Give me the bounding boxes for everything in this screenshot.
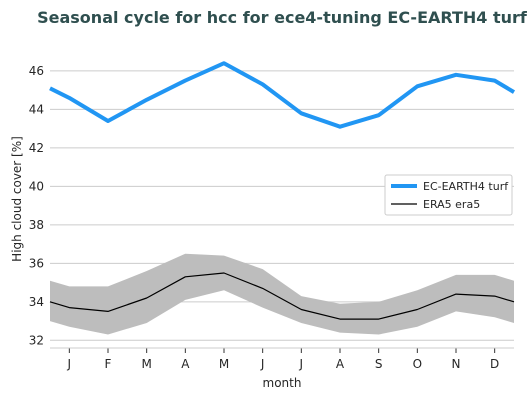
x-tick-label: J: [67, 357, 72, 371]
era5-range-band: [50, 253, 514, 335]
y-tick-label: 38: [29, 218, 44, 232]
x-tick-label: A: [181, 357, 190, 371]
legend: EC-EARTH4 turf ERA5 era5: [384, 174, 513, 216]
legend-label-ec-earth4: EC-EARTH4 turf: [423, 180, 509, 193]
y-tick-label: 32: [29, 333, 44, 347]
uncertainty-band-layer: [50, 253, 514, 335]
y-tick-label: 42: [29, 141, 44, 155]
series-lines: [49, 61, 516, 320]
x-tick-label: J: [299, 357, 304, 371]
x-tick-label: D: [490, 357, 499, 371]
x-tick-label: M: [141, 357, 151, 371]
x-tick-label: S: [375, 357, 383, 371]
chart-title: Seasonal cycle for hcc for ece4-tuning E…: [37, 8, 528, 27]
x-tick-label: N: [452, 357, 461, 371]
era5-line: [49, 272, 515, 320]
x-tick-label: F: [105, 357, 112, 371]
y-tick-label: 36: [29, 256, 44, 270]
x-tick-label: J: [260, 357, 265, 371]
x-tick-label: O: [413, 357, 422, 371]
legend-label-era5: ERA5 era5: [423, 198, 480, 211]
y-tick-label: 40: [29, 179, 44, 193]
axes: 32 34 36 38 40 42 44 46 J F M A M J J A S O N D: [29, 64, 514, 371]
y-axis-label: High cloud cover [%]: [10, 136, 24, 262]
y-tick-label: 44: [29, 102, 44, 116]
x-tick-label: A: [336, 357, 345, 371]
y-tick-label: 46: [29, 64, 44, 78]
ec-earth4-line: [49, 61, 516, 129]
x-axis-label: month: [263, 376, 302, 390]
y-tick-label: 34: [29, 295, 44, 309]
x-tick-label: M: [219, 357, 229, 371]
